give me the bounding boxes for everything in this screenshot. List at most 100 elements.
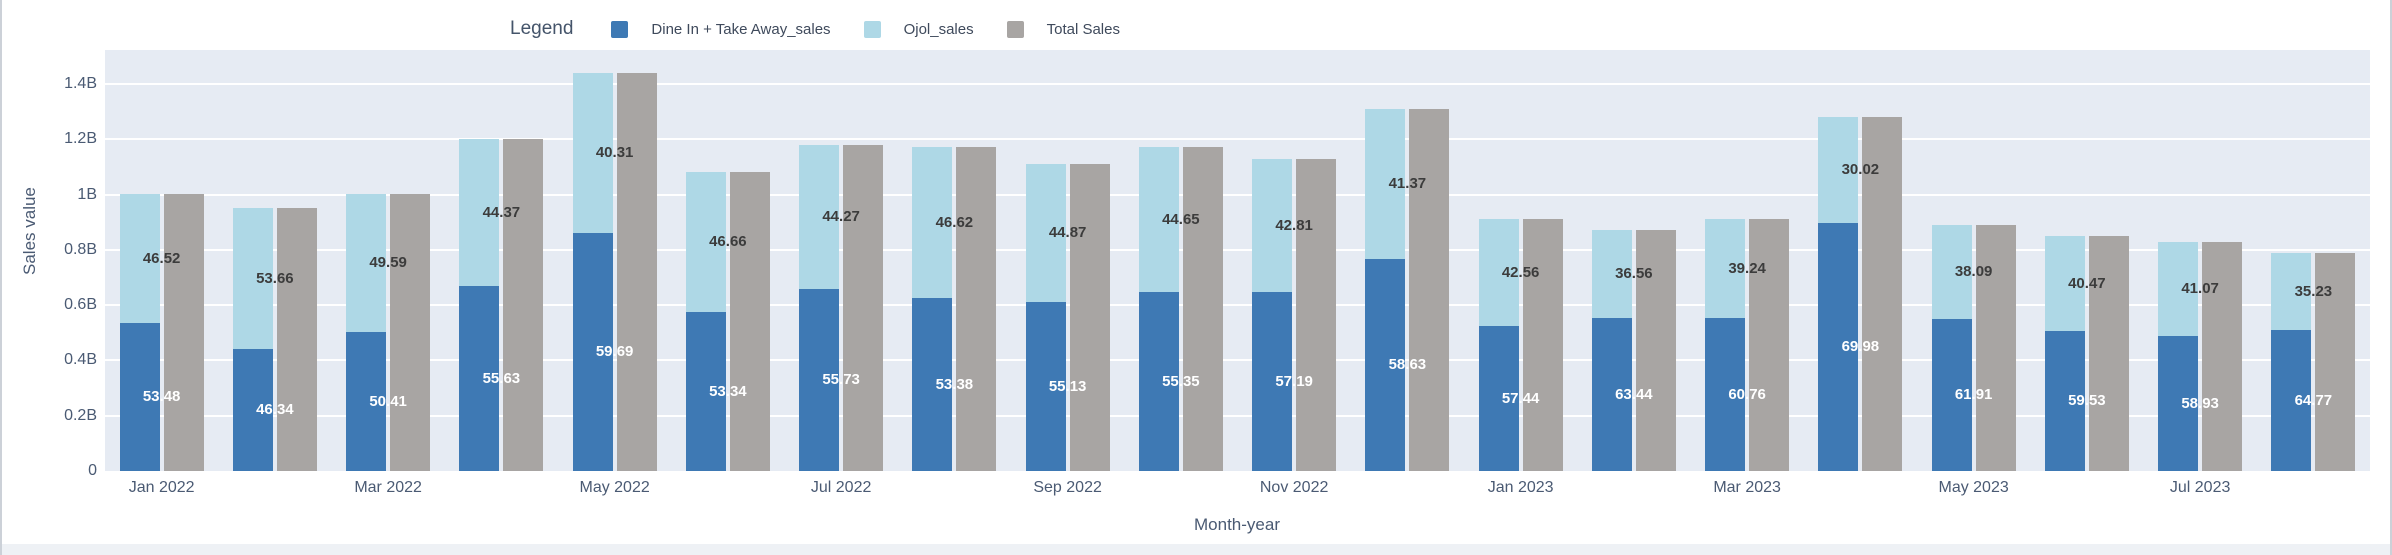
label-ojol-pct-14: 39.24: [1728, 259, 1766, 277]
legend: Legend Dine In + Take Away_sales Ojol_sal…: [510, 12, 1153, 46]
x-tick-label: Jan 2023: [1487, 479, 1554, 496]
bar-dine-in-16[interactable]: [1931, 319, 1972, 471]
bar-total-12[interactable]: [1522, 219, 1563, 471]
bar-dine-in-17[interactable]: [2044, 331, 2085, 471]
bar-dine-in-1[interactable]: [232, 349, 273, 471]
x-tick-label: Jul 2022: [810, 479, 872, 496]
bar-ojol-1[interactable]: [232, 208, 273, 349]
label-dine-pct-4: 59.69: [595, 343, 634, 360]
bar-dine-in-2[interactable]: [346, 332, 387, 471]
legend-item-0[interactable]: Dine In + Take Away_sales: [611, 20, 831, 38]
label-ojol-pct-17: 40.47: [2068, 274, 2106, 292]
bar-ojol-0[interactable]: [119, 194, 160, 323]
x-tick-label: Mar 2022: [354, 479, 422, 496]
bar-total-4[interactable]: [616, 73, 657, 471]
bar-ojol-8[interactable]: [1025, 164, 1066, 302]
gridline: [105, 359, 2370, 362]
x-axis-title: Month-year: [1194, 515, 1280, 534]
bar-ojol-13[interactable]: [1591, 230, 1632, 318]
bar-ojol-9[interactable]: [1138, 147, 1179, 292]
x-tick-label: Sep 2022: [1033, 479, 1102, 496]
bar-dine-in-14[interactable]: [1705, 318, 1746, 471]
bar-dine-in-0[interactable]: [119, 323, 160, 471]
label-dine-pct-5: 53.34: [709, 382, 747, 400]
bar-ojol-6[interactable]: [799, 145, 840, 289]
bar-dine-in-15[interactable]: [1818, 223, 1859, 471]
bar-total-19[interactable]: [2315, 253, 2356, 471]
bar-total-11[interactable]: [1409, 109, 1450, 471]
label-dine-pct-19: 64.77: [2294, 391, 2333, 409]
gridline: [105, 304, 2370, 307]
bar-dine-in-4[interactable]: [572, 233, 613, 471]
bar-ojol-16[interactable]: [1931, 225, 1972, 319]
bar-total-16[interactable]: [1975, 225, 2016, 471]
bar-dine-in-11[interactable]: [1365, 259, 1406, 471]
bar-ojol-18[interactable]: [2158, 242, 2199, 336]
legend-item-1[interactable]: Ojol_sales: [863, 20, 974, 38]
bar-total-1[interactable]: [276, 208, 317, 471]
label-ojol-pct-5: 46.66: [709, 233, 747, 250]
bar-total-0[interactable]: [163, 194, 204, 471]
bar-dine-in-7[interactable]: [912, 298, 953, 471]
label-ojol-pct-6: 44.27: [822, 208, 860, 225]
label-dine-pct-0: 53.48: [142, 388, 181, 405]
bar-dine-in-5[interactable]: [685, 312, 726, 471]
bar-ojol-14[interactable]: [1705, 219, 1746, 318]
bar-dine-in-13[interactable]: [1591, 318, 1632, 471]
bar-total-8[interactable]: [1069, 164, 1110, 471]
gridline: [105, 414, 2370, 417]
x-tick-label: May 2023: [1938, 479, 2009, 496]
x-tick-label: Jan 2022: [128, 479, 195, 496]
y-tick-label: 0.6B: [64, 296, 97, 314]
bar-total-5[interactable]: [729, 172, 770, 471]
label-ojol-pct-16: 38.09: [1954, 263, 1993, 280]
bar-ojol-7[interactable]: [912, 147, 953, 298]
bar-total-17[interactable]: [2088, 236, 2129, 471]
bar-ojol-2[interactable]: [346, 194, 387, 332]
gridline: [105, 82, 2370, 85]
bar-dine-in-6[interactable]: [799, 289, 840, 471]
bar-ojol-5[interactable]: [685, 172, 726, 312]
label-ojol-pct-9: 44.65: [1162, 210, 1200, 228]
bar-total-18[interactable]: [2202, 242, 2243, 471]
y-tick-label: 1.2B: [64, 130, 97, 148]
bar-total-7[interactable]: [956, 147, 997, 471]
bar-ojol-12[interactable]: [1478, 219, 1519, 326]
bar-total-13[interactable]: [1635, 230, 1676, 471]
bar-dine-in-8[interactable]: [1025, 302, 1066, 471]
label-ojol-pct-3: 44.37: [482, 203, 521, 221]
bar-ojol-15[interactable]: [1818, 117, 1859, 223]
bar-ojol-11[interactable]: [1365, 109, 1406, 259]
bar-dine-in-9[interactable]: [1138, 292, 1179, 471]
label-dine-pct-8: 55.13: [1048, 377, 1087, 395]
bar-dine-in-18[interactable]: [2158, 336, 2199, 471]
x-tick-label: Jul 2023: [2169, 479, 2231, 496]
bar-ojol-19[interactable]: [2271, 253, 2312, 330]
label-ojol-pct-18: 41.07: [2181, 280, 2219, 297]
bar-dine-in-12[interactable]: [1478, 326, 1519, 471]
legend-item-2[interactable]: Total Sales: [1006, 20, 1120, 38]
y-tick-label: 0.2B: [64, 406, 97, 424]
legend-swatch-icon: [611, 20, 629, 38]
bar-dine-in-19[interactable]: [2271, 330, 2312, 471]
bar-total-14[interactable]: [1749, 219, 1790, 471]
bar-ojol-3[interactable]: [459, 139, 500, 286]
label-dine-pct-16: 61.91: [1954, 386, 1993, 403]
label-dine-pct-7: 53.38: [935, 375, 974, 393]
bar-dine-in-10[interactable]: [1252, 292, 1293, 471]
bar-dine-in-3[interactable]: [459, 286, 500, 471]
label-dine-pct-9: 55.35: [1162, 372, 1200, 390]
bar-total-9[interactable]: [1182, 147, 1223, 471]
label-ojol-pct-7: 46.62: [935, 213, 974, 231]
bar-total-2[interactable]: [390, 194, 431, 471]
bar-total-3[interactable]: [503, 139, 544, 471]
bar-ojol-10[interactable]: [1252, 159, 1293, 292]
bar-ojol-17[interactable]: [2044, 236, 2085, 331]
bar-ojol-4[interactable]: [572, 73, 613, 233]
y-tick-label: 0.8B: [64, 240, 97, 258]
bar-total-10[interactable]: [1296, 159, 1337, 471]
label-ojol-pct-10: 42.81: [1275, 216, 1313, 234]
bar-total-6[interactable]: [843, 145, 884, 471]
label-dine-pct-1: 46.34: [256, 401, 294, 418]
bar-total-15[interactable]: [1862, 117, 1903, 471]
